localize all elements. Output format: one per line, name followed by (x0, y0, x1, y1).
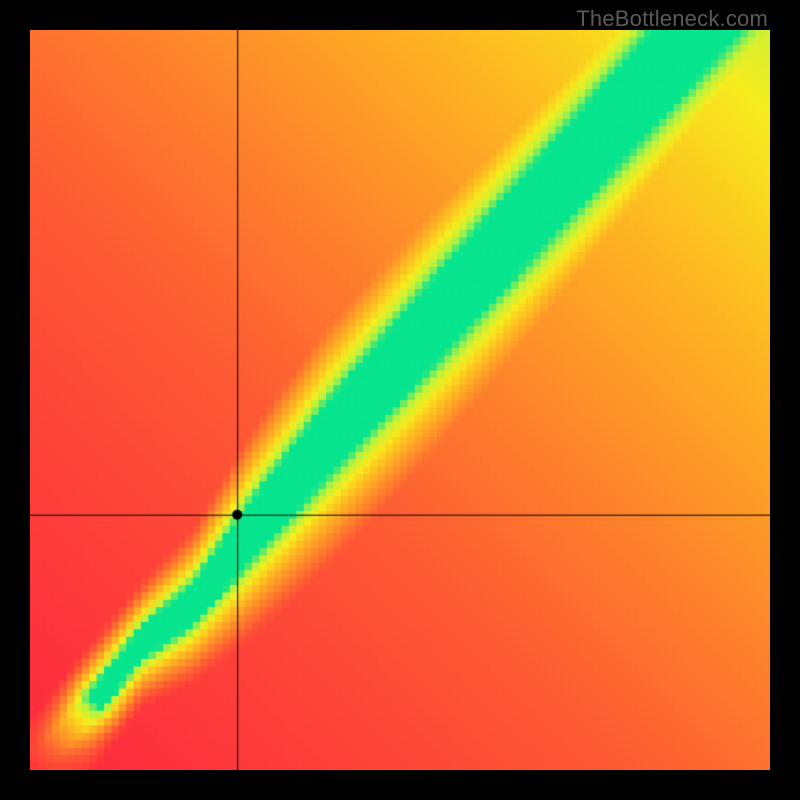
watermark-text: TheBottleneck.com (576, 6, 768, 32)
bottleneck-heatmap (30, 30, 770, 770)
chart-container: TheBottleneck.com (0, 0, 800, 800)
